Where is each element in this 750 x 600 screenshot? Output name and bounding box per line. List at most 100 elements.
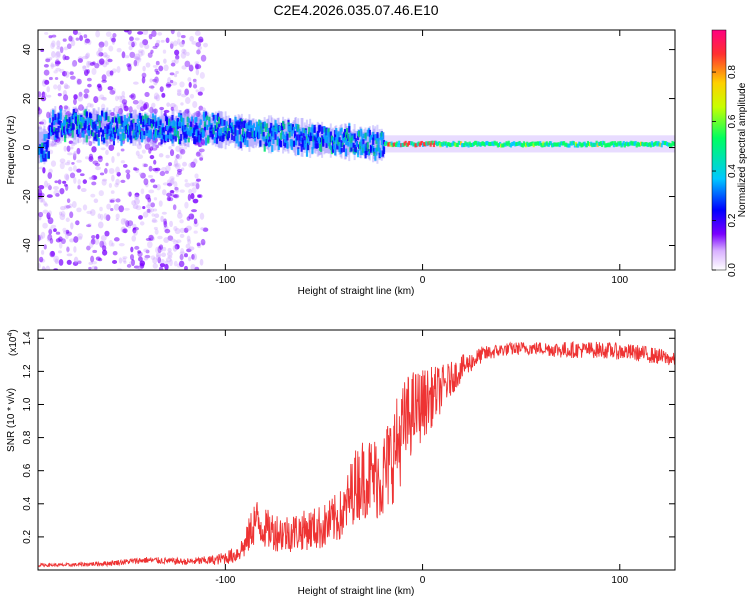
noise-cell [200, 139, 205, 146]
noise-cell [69, 211, 74, 219]
noise-cell [174, 243, 180, 250]
noise-cell [104, 54, 110, 58]
noise-cell [54, 77, 59, 80]
band-cell [507, 140, 510, 145]
band-cell [106, 134, 109, 140]
noise-cell [169, 43, 174, 49]
noise-cell [66, 253, 73, 257]
noise-cell [183, 110, 187, 118]
band-shadow [219, 111, 222, 148]
noise-cell [171, 59, 176, 64]
band-shadow [180, 110, 183, 146]
noise-cell [42, 209, 49, 214]
noise-cell [167, 247, 172, 253]
band-cell [231, 122, 234, 131]
noise-cell [71, 200, 77, 209]
noise-cell [40, 231, 46, 239]
noise-cell [197, 45, 203, 50]
band-cell [136, 131, 139, 138]
band-cell [290, 129, 293, 137]
band-shadow [265, 119, 268, 150]
noise-cell [63, 145, 67, 152]
noise-cell [148, 174, 154, 178]
band-cell [202, 114, 206, 121]
noise-cell [163, 58, 167, 64]
noise-cell [109, 89, 116, 95]
band-cell [205, 111, 208, 119]
noise-cell [189, 93, 195, 99]
band-shadow [146, 112, 149, 144]
noise-cell [86, 224, 92, 228]
band-cell [119, 125, 122, 132]
noise-cell [130, 259, 135, 266]
colorbar-tick-label: 0.8 [727, 65, 738, 79]
band-shadow [211, 112, 214, 146]
noise-cell [65, 174, 70, 181]
noise-cell [177, 212, 183, 219]
band-shadow [309, 118, 312, 158]
noise-cell [68, 140, 74, 145]
band-shadow [212, 113, 215, 145]
noise-cell [102, 52, 108, 58]
band-cell [117, 128, 120, 136]
band-shadow [86, 111, 89, 140]
noise-cell [84, 38, 91, 44]
band-shadow [186, 109, 189, 147]
noise-cell [142, 30, 149, 36]
noise-cell [120, 179, 126, 183]
noise-cell [170, 79, 174, 84]
noise-cell [149, 106, 154, 114]
band-cell [342, 144, 345, 153]
band-cell [53, 121, 56, 126]
band-cell [64, 134, 67, 143]
noise-cell [57, 250, 62, 254]
band-shadow [275, 123, 278, 147]
band-cell [339, 128, 342, 136]
noise-cell [173, 226, 178, 232]
band-cell [289, 123, 292, 132]
band-shadow [208, 116, 211, 141]
noise-cell [53, 84, 58, 90]
noise-cell [194, 266, 200, 270]
noise-cell [123, 218, 127, 224]
band-shadow [130, 112, 133, 144]
band-cell [360, 128, 363, 137]
noise-cell [92, 249, 98, 254]
band-cell [300, 134, 303, 141]
band-cell [74, 113, 78, 119]
noise-cell [121, 51, 126, 59]
band-cell [143, 131, 146, 140]
noise-cell [166, 83, 172, 87]
noise-cell [148, 85, 155, 89]
noise-cell [39, 196, 44, 203]
noise-cell [183, 227, 189, 233]
band-shadow [215, 114, 218, 145]
noise-cell [193, 79, 197, 86]
band-cell [130, 113, 133, 118]
band-shadow [326, 127, 329, 153]
band-cell [356, 149, 360, 158]
noise-cell [170, 238, 176, 242]
band-cell [324, 131, 327, 140]
band-cell [78, 127, 81, 135]
noise-cell [176, 168, 183, 173]
band-cell [131, 125, 134, 132]
band-shadow [229, 118, 232, 144]
band-shadow [361, 130, 364, 155]
noise-cell [176, 154, 183, 160]
noise-cell [179, 227, 185, 234]
noise-cell [188, 213, 195, 220]
noise-cell [166, 196, 172, 202]
colorbar-tick-label: 0.2 [727, 213, 738, 227]
band-cell [270, 122, 273, 130]
noise-cell [112, 260, 118, 264]
noise-cell [77, 58, 83, 63]
noise-cell [85, 52, 91, 59]
noise-cell [46, 235, 51, 242]
noise-cell [163, 237, 170, 243]
noise-cell [76, 168, 82, 173]
noise-cell [111, 174, 115, 182]
noise-cell [53, 228, 57, 233]
band-shadow [112, 108, 115, 147]
noise-cell [180, 143, 187, 147]
